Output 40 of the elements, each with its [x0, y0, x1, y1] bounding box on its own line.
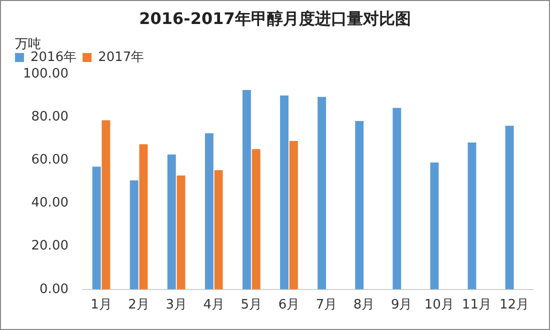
bar [176, 175, 186, 290]
y-tick-label: 80.00 [31, 109, 68, 124]
y-tick-label: 100.00 [22, 66, 68, 82]
x-tick-label: 10月 [424, 298, 454, 313]
bar [214, 170, 223, 290]
x-tick-label: 4月 [203, 298, 225, 313]
x-tick-label: 12月 [499, 298, 529, 313]
legend-label: 2017年 [98, 50, 144, 65]
y-tick-label: 60.00 [31, 152, 68, 168]
x-tick-label: 6月 [278, 298, 300, 313]
bar [252, 149, 260, 290]
bar [392, 108, 402, 290]
bar [468, 142, 476, 290]
bar [318, 96, 326, 290]
x-tick-label: 8月 [353, 298, 375, 313]
x-tick-label: 7月 [316, 298, 338, 313]
y-tick-label: 20.00 [31, 238, 68, 254]
bar [92, 166, 101, 290]
x-tick-label: 3月 [166, 298, 187, 313]
bar [130, 180, 138, 290]
legend-label: 2016年 [30, 50, 77, 65]
x-tick-label: 9月 [390, 298, 412, 313]
y-axis-title: 万吨 [15, 36, 41, 52]
bar [505, 126, 514, 290]
x-tick-label: 11月 [462, 298, 492, 313]
bar [242, 90, 251, 290]
bar [355, 120, 364, 290]
bar [139, 144, 148, 290]
y-tick-label: 40.00 [31, 196, 68, 211]
bar [289, 140, 298, 290]
y-tick-label: 0.00 [40, 282, 68, 297]
bar [204, 133, 214, 290]
bar [167, 154, 176, 290]
bar [430, 162, 439, 290]
x-tick-label: 2月 [128, 298, 150, 313]
x-tick-label: 5月 [240, 298, 262, 313]
x-tick-label: 1月 [90, 298, 112, 313]
chart-title: 2016-2017年甲醇月度进口量对比图 [138, 9, 412, 30]
bar [102, 120, 110, 290]
bar [280, 96, 289, 290]
